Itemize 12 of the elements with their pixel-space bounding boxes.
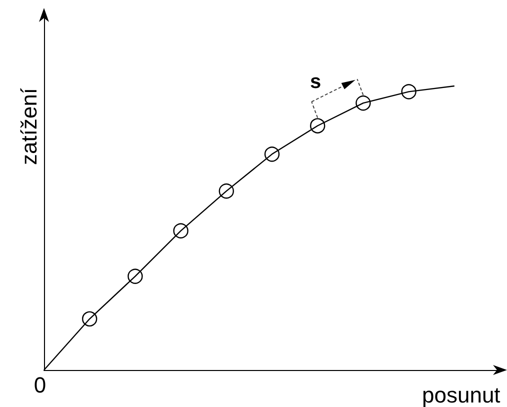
point: [310, 118, 326, 134]
point: [173, 223, 188, 238]
point: [128, 268, 143, 284]
x-axis-title: posunut: [422, 382, 500, 407]
text: 0: [34, 372, 46, 398]
point: [356, 95, 371, 111]
annotation: s: [310, 70, 322, 93]
point: [82, 311, 98, 326]
y-axis-title: zatížení: [16, 88, 42, 165]
point: [401, 84, 416, 100]
point: [218, 183, 234, 199]
point: [264, 146, 280, 162]
